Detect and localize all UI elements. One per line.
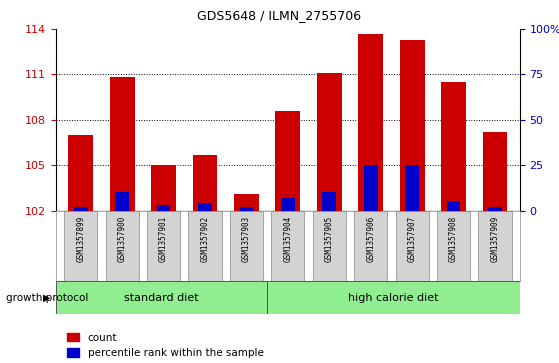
Bar (400, 40, 425, 211)
Bar (68, 135, 93, 211)
Bar (323, 192, 336, 211)
Bar (115, 192, 129, 211)
FancyBboxPatch shape (354, 211, 387, 281)
FancyBboxPatch shape (479, 211, 511, 281)
Bar (482, 132, 508, 211)
Text: GSM1357906: GSM1357906 (366, 216, 375, 262)
FancyBboxPatch shape (267, 281, 520, 314)
Bar (151, 165, 176, 211)
Text: GSM1357909: GSM1357909 (490, 216, 500, 262)
Text: GSM1357900: GSM1357900 (118, 216, 127, 262)
Bar (240, 207, 253, 211)
FancyBboxPatch shape (188, 211, 221, 281)
Text: GSM1357907: GSM1357907 (408, 216, 416, 262)
Text: GSM1357901: GSM1357901 (159, 216, 168, 262)
Text: GSM1357908: GSM1357908 (449, 216, 458, 262)
FancyBboxPatch shape (230, 211, 263, 281)
Text: GSM1357905: GSM1357905 (325, 216, 334, 262)
FancyBboxPatch shape (64, 211, 97, 281)
Bar (157, 205, 170, 211)
Bar (405, 165, 419, 211)
Bar (198, 203, 212, 211)
FancyBboxPatch shape (312, 211, 346, 281)
Legend: count, percentile rank within the sample: count, percentile rank within the sample (67, 333, 263, 358)
FancyBboxPatch shape (147, 211, 180, 281)
FancyBboxPatch shape (271, 211, 305, 281)
Bar (234, 194, 259, 211)
FancyBboxPatch shape (437, 211, 470, 281)
Bar (193, 155, 217, 211)
Text: standard diet: standard diet (124, 293, 199, 303)
Bar (276, 111, 300, 211)
Bar (317, 73, 342, 211)
Text: high calorie diet: high calorie diet (348, 293, 439, 303)
Text: GSM1357899: GSM1357899 (76, 216, 86, 262)
FancyBboxPatch shape (396, 211, 429, 281)
Bar (447, 201, 461, 211)
Bar (74, 207, 88, 211)
Text: growth protocol: growth protocol (6, 293, 88, 303)
FancyBboxPatch shape (56, 281, 267, 314)
Text: ▶: ▶ (43, 293, 50, 303)
Bar (358, 34, 383, 211)
Text: GSM1357903: GSM1357903 (242, 216, 251, 262)
Bar (281, 198, 295, 211)
Bar (110, 77, 135, 211)
Bar (488, 207, 502, 211)
Text: GSM1357904: GSM1357904 (283, 216, 292, 262)
Bar (364, 165, 377, 211)
Text: GDS5648 / ILMN_2755706: GDS5648 / ILMN_2755706 (197, 9, 362, 22)
Text: GSM1357902: GSM1357902 (201, 216, 210, 262)
Bar (441, 82, 466, 211)
FancyBboxPatch shape (106, 211, 139, 281)
